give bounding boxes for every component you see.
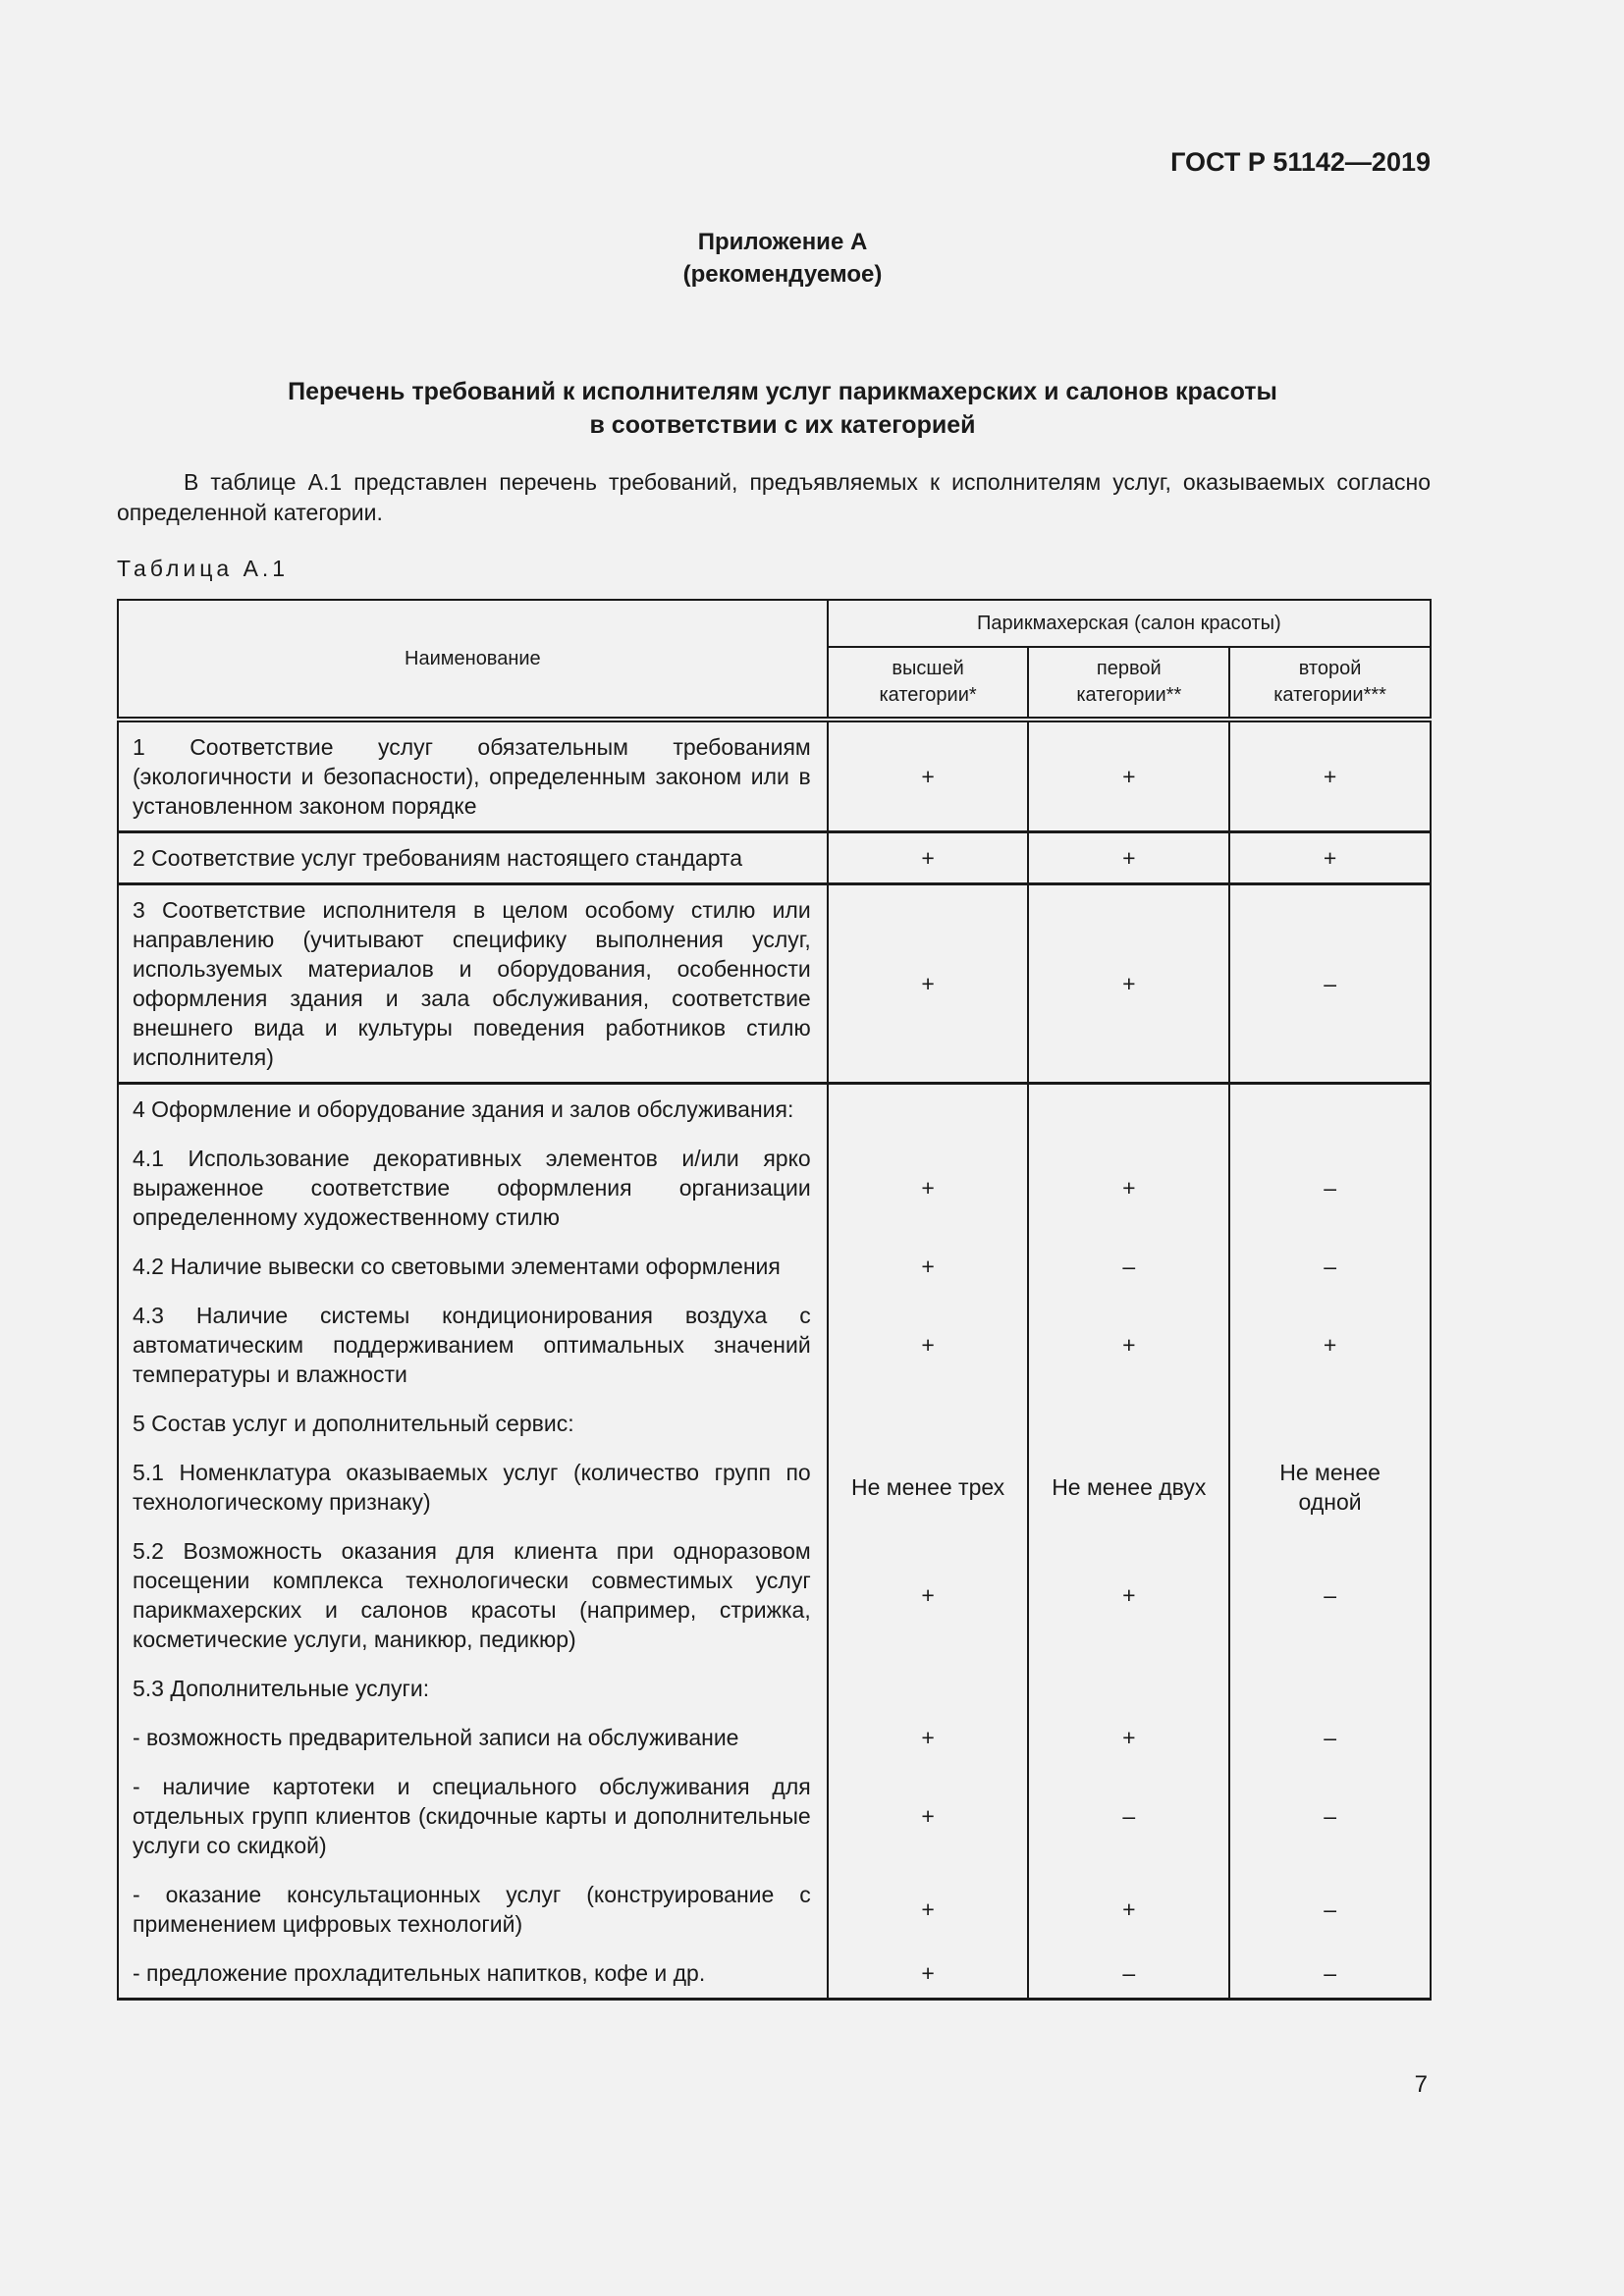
table-row: - возможность предварительной записи на … [117, 1713, 1432, 1762]
row-value: – [1027, 1949, 1231, 2001]
row-value [1027, 1399, 1231, 1448]
row-value: + [1027, 1526, 1231, 1664]
col-header-line: категории* [879, 684, 977, 706]
row-value [1027, 1664, 1231, 1713]
row-value: + [826, 1134, 1030, 1242]
table-row: - оказание консультационных услуг (конст… [117, 1870, 1432, 1949]
section-title-line: Перечень требований к исполнителям услуг… [288, 378, 1277, 405]
col-header-category: второй категории*** [1228, 646, 1432, 722]
row-name: 5.1 Номенклатура оказываемых услуг (коли… [117, 1448, 829, 1526]
row-name: 4.2 Наличие вывески со световыми элемент… [117, 1242, 829, 1291]
annex-heading: Приложение А (рекомендуемое) [0, 226, 1565, 291]
row-value: – [1228, 1526, 1432, 1664]
row-value: + [1027, 718, 1231, 832]
row-value [1027, 1082, 1231, 1134]
row-value: + [826, 1526, 1030, 1664]
section-title: Перечень требований к исполнителям услуг… [0, 375, 1565, 442]
row-name: 5 Состав услуг и дополнительный сервис: [117, 1399, 829, 1448]
row-name: - оказание консультационных услуг (конст… [117, 1870, 829, 1949]
row-value: – [1228, 1134, 1432, 1242]
col-header-line: второй [1298, 658, 1362, 679]
table-row: 4.2 Наличие вывески со световыми элемент… [117, 1242, 1432, 1291]
row-value [1228, 1082, 1432, 1134]
row-value: – [1027, 1242, 1231, 1291]
row-value: + [826, 1291, 1030, 1399]
standard-number: ГОСТ Р 51142—2019 [1170, 147, 1431, 177]
row-value: + [1027, 1291, 1231, 1399]
row-value: + [826, 1713, 1030, 1762]
table-row: 5 Состав услуг и дополнительный сервис: [117, 1399, 1432, 1448]
row-value: – [1228, 1949, 1432, 2001]
table-row: 4.1 Использование декоративных элементов… [117, 1134, 1432, 1242]
row-value: – [1228, 1242, 1432, 1291]
col-header-category: высшей категории* [826, 646, 1030, 722]
row-name: 5.3 Дополнительные услуги: [117, 1664, 829, 1713]
col-header-line: высшей [892, 658, 964, 679]
row-value: + [1228, 830, 1432, 884]
row-value: Не менее двух [1027, 1448, 1231, 1526]
row-value: + [826, 1762, 1030, 1870]
row-value [1228, 1399, 1432, 1448]
row-value: + [826, 718, 1030, 832]
table-row: 5.1 Номенклатура оказываемых услуг (коли… [117, 1448, 1432, 1526]
row-value: Не менее одной [1228, 1448, 1432, 1526]
row-value: + [1027, 1870, 1231, 1949]
table-row: - наличие картотеки и специального обслу… [117, 1762, 1432, 1870]
row-value: + [1228, 1291, 1432, 1399]
row-name: 4 Оформление и оборудование здания и зал… [117, 1082, 829, 1134]
row-name: - предложение прохладительных напитков, … [117, 1949, 829, 2001]
table-caption: Таблица А.1 [117, 556, 290, 581]
col-header-name: Наименование [117, 599, 829, 722]
row-name: - наличие картотеки и специального обслу… [117, 1762, 829, 1870]
row-name: 4.3 Наличие системы кондиционирования во… [117, 1291, 829, 1399]
row-name: 1 Соответствие услуг обязательным требов… [117, 718, 829, 832]
page-number: 7 [1414, 2071, 1428, 2098]
row-value: + [826, 830, 1030, 884]
col-group-header: Парикмахерская (салон красоты) [826, 599, 1433, 648]
col-header-category: первой категории** [1027, 646, 1231, 722]
table-row: - предложение прохладительных напитков, … [117, 1949, 1432, 2001]
annex-title: Приложение А [697, 229, 868, 255]
annex-type: (рекомендуемое) [682, 261, 883, 288]
table-row: 3 Соответствие исполнителя в целом особо… [117, 882, 1432, 1084]
row-value [826, 1082, 1030, 1134]
row-value: + [1027, 1134, 1231, 1242]
row-value: – [1228, 882, 1432, 1084]
row-value: – [1027, 1762, 1231, 1870]
row-value [826, 1399, 1030, 1448]
row-name: 2 Соответствие услуг требованиям настоящ… [117, 830, 829, 884]
row-value: + [826, 1870, 1030, 1949]
row-value: + [1027, 830, 1231, 884]
table-row: 4 Оформление и оборудование здания и зал… [117, 1082, 1432, 1134]
table-row: 5.3 Дополнительные услуги: [117, 1664, 1432, 1713]
row-name: 4.1 Использование декоративных элементов… [117, 1134, 829, 1242]
table-row: 2 Соответствие услуг требованиям настоящ… [117, 830, 1432, 884]
requirements-table: Наименование Парикмахерская (салон красо… [117, 599, 1433, 2001]
col-header-line: категории** [1076, 684, 1182, 706]
row-value: + [826, 882, 1030, 1084]
row-name: 5.2 Возможность оказания для клиента при… [117, 1526, 829, 1664]
row-value: Не менее трех [826, 1448, 1030, 1526]
row-value: + [1228, 718, 1432, 832]
intro-paragraph: В таблице А.1 представлен перечень требо… [117, 469, 1431, 525]
col-header-line: категории*** [1273, 684, 1386, 706]
table-row: 5.2 Возможность оказания для клиента при… [117, 1526, 1432, 1664]
row-value: – [1228, 1713, 1432, 1762]
row-name: - возможность предварительной записи на … [117, 1713, 829, 1762]
row-value [1228, 1664, 1432, 1713]
col-header-line: первой [1096, 658, 1162, 679]
row-value: – [1228, 1870, 1432, 1949]
table-row: 4.3 Наличие системы кондиционирования во… [117, 1291, 1432, 1399]
row-value: + [1027, 882, 1231, 1084]
section-title-line: в соответствии с их категорией [589, 411, 976, 439]
row-value: – [1228, 1762, 1432, 1870]
row-value [826, 1664, 1030, 1713]
row-value: + [826, 1949, 1030, 2001]
table-row: 1 Соответствие услуг обязательным требов… [117, 718, 1432, 832]
row-value: + [826, 1242, 1030, 1291]
row-value: + [1027, 1713, 1231, 1762]
row-name: 3 Соответствие исполнителя в целом особо… [117, 882, 829, 1084]
